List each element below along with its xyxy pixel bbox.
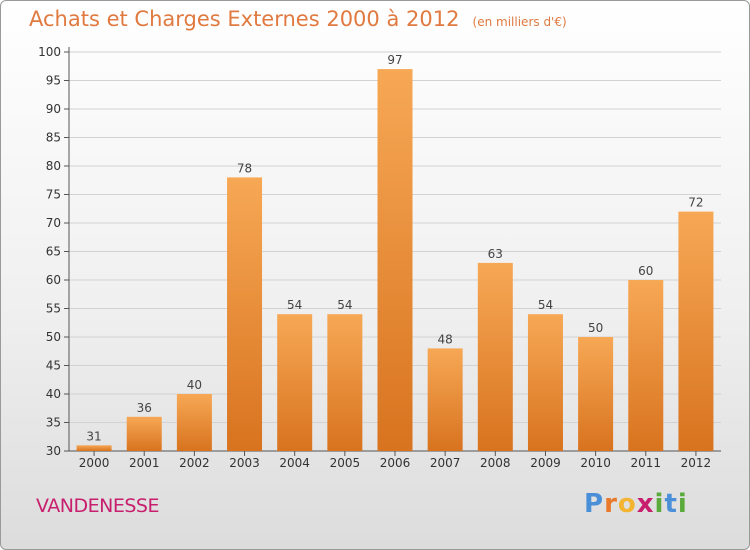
bar bbox=[578, 337, 614, 451]
data-label: 97 bbox=[387, 53, 402, 67]
y-tick-label: 95 bbox=[46, 74, 61, 88]
data-label: 31 bbox=[86, 429, 101, 443]
bar bbox=[277, 314, 313, 451]
bar bbox=[678, 211, 714, 451]
logo-letter: i bbox=[677, 489, 688, 519]
y-tick-label: 70 bbox=[46, 216, 61, 230]
logo-letter: r bbox=[604, 489, 618, 519]
x-tick-label: 2012 bbox=[681, 456, 712, 470]
bar bbox=[527, 314, 563, 451]
x-tick-label: 2005 bbox=[330, 456, 361, 470]
proxiti-logo: Proxiti bbox=[584, 489, 688, 519]
y-tick-label: 40 bbox=[46, 387, 61, 401]
logo-letter: x bbox=[636, 489, 655, 519]
data-labels: 31 36 40 78 54 54 97 48 63 54 50 60 72 bbox=[86, 53, 703, 443]
data-label: 78 bbox=[237, 161, 252, 175]
data-label: 54 bbox=[538, 298, 553, 312]
y-tick-label: 90 bbox=[46, 102, 61, 116]
x-tick-label: 2003 bbox=[229, 456, 260, 470]
bar bbox=[477, 262, 513, 451]
y-tick-label: 75 bbox=[46, 188, 61, 202]
bar bbox=[327, 314, 363, 451]
chart-subtitle: (en milliers d'€) bbox=[472, 15, 567, 29]
y-tick-label: 65 bbox=[46, 245, 61, 259]
logo-letter: i bbox=[654, 489, 665, 519]
data-label: 54 bbox=[337, 298, 352, 312]
data-label: 54 bbox=[287, 298, 302, 312]
y-tick-label: 60 bbox=[46, 273, 61, 287]
data-label: 60 bbox=[638, 264, 653, 278]
title-row: Achats et Charges Externes 2000 à 2012 (… bbox=[29, 7, 567, 31]
bar bbox=[427, 348, 463, 451]
bar bbox=[227, 177, 263, 451]
x-tick-label: 2004 bbox=[279, 456, 310, 470]
bar bbox=[126, 416, 162, 451]
x-tick-label: 2001 bbox=[129, 456, 160, 470]
data-label: 40 bbox=[187, 378, 202, 392]
y-tick-label: 100 bbox=[38, 45, 61, 59]
data-label: 36 bbox=[137, 401, 152, 415]
bar bbox=[176, 394, 212, 451]
x-tick-label: 2002 bbox=[179, 456, 210, 470]
logo-letter: o bbox=[617, 489, 637, 519]
y-tick-label: 35 bbox=[46, 416, 61, 430]
logo-letter: P bbox=[584, 489, 605, 519]
bar bbox=[628, 280, 664, 451]
x-tick-label: 2007 bbox=[430, 456, 461, 470]
x-tick-label: 2000 bbox=[79, 456, 110, 470]
data-label: 72 bbox=[688, 196, 703, 210]
bar bbox=[377, 69, 413, 451]
y-tick-label: 85 bbox=[46, 131, 61, 145]
bars bbox=[76, 69, 714, 451]
y-tick-label: 80 bbox=[46, 159, 61, 173]
data-label: 50 bbox=[588, 321, 603, 335]
x-tick-label: 2011 bbox=[630, 456, 661, 470]
chart-title: Achats et Charges Externes 2000 à 2012 bbox=[29, 7, 460, 31]
x-tick-label: 2009 bbox=[530, 456, 561, 470]
bar bbox=[76, 445, 112, 451]
commune-name: VANDENESSE bbox=[36, 495, 159, 517]
y-tick-label: 55 bbox=[46, 302, 61, 316]
x-tick-label: 2006 bbox=[380, 456, 411, 470]
x-tick-label: 2010 bbox=[580, 456, 611, 470]
y-tick-label: 50 bbox=[46, 330, 61, 344]
y-tick-label: 30 bbox=[46, 444, 61, 458]
data-label: 48 bbox=[438, 332, 453, 346]
data-label: 63 bbox=[488, 247, 503, 261]
y-tick-label: 45 bbox=[46, 359, 61, 373]
x-tick-label: 2008 bbox=[480, 456, 511, 470]
logo-letter: t bbox=[664, 489, 678, 519]
